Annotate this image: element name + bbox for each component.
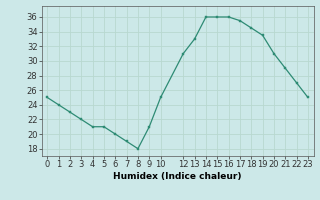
X-axis label: Humidex (Indice chaleur): Humidex (Indice chaleur): [113, 172, 242, 181]
